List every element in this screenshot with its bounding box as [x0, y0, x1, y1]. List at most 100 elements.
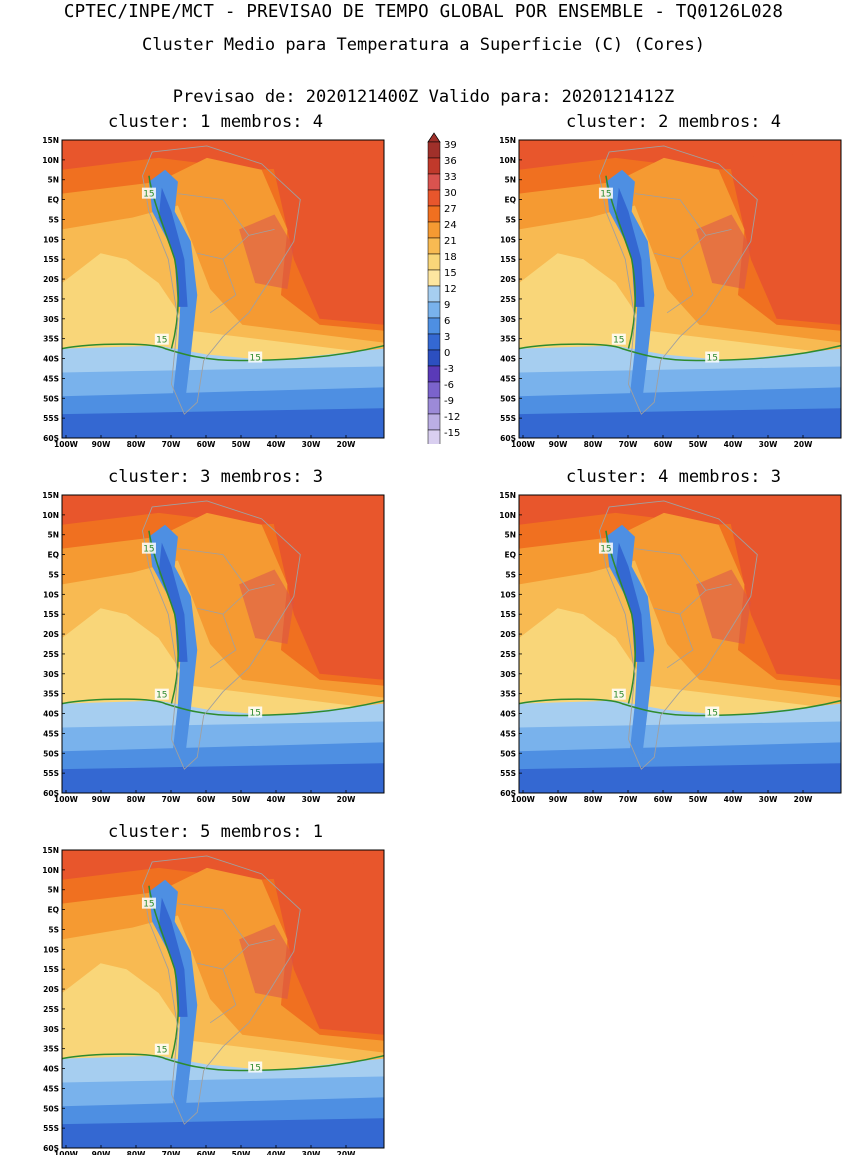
lat-tick-label: 5N — [505, 176, 517, 185]
contour-15-south — [61, 343, 385, 362]
lon-tick-label: 40W — [724, 795, 743, 804]
contour-label-15: 15 — [706, 354, 717, 364]
lat-tick-label: 10N — [42, 156, 59, 165]
lat-tick-label: EQ — [48, 551, 60, 560]
contour-label-15: 15 — [249, 709, 260, 719]
colorbar-swatch — [427, 301, 441, 319]
map-frame — [61, 494, 385, 794]
colorbar-swatch — [427, 173, 441, 191]
lat-tick-label: 40S — [500, 710, 516, 719]
contour-label-15: 15 — [156, 1046, 167, 1056]
lat-tick-label: 25S — [43, 295, 59, 304]
contour-label-15: 15 — [143, 900, 154, 910]
lon-tick-label: 60W — [197, 795, 216, 804]
lat-tick-label: 55S — [43, 769, 59, 778]
contour-label-15: 15 — [156, 336, 167, 346]
lat-tick-label: 15S — [500, 255, 516, 264]
lat-tick-label: 5N — [505, 531, 517, 540]
colorbar-label: 6 — [444, 316, 450, 327]
temperature-field — [62, 495, 384, 793]
lon-tick-label: 100W — [54, 795, 79, 804]
lat-tick-label: 15S — [500, 610, 516, 619]
lon-tick-label: 80W — [127, 795, 146, 804]
country-borders — [177, 548, 275, 669]
colorbar-label: 12 — [444, 284, 457, 295]
lat-tick-label: 25S — [500, 295, 516, 304]
country-borders — [634, 193, 732, 314]
lon-tick-label: 30W — [759, 795, 778, 804]
lon-tick-label: 40W — [267, 440, 286, 449]
lon-tick-label: 70W — [162, 440, 181, 449]
map-panel-cluster-4: 15N 10N 5N EQ 5S 10S 15S 20S 25S 30S 35S 40S 45S 50S 5… — [499, 491, 842, 804]
lat-tick-label: 55S — [500, 414, 516, 423]
colorbar-label: 18 — [444, 252, 457, 263]
colorbar-swatch — [427, 349, 441, 367]
colorbar-label: 0 — [444, 348, 450, 359]
country-borders — [634, 548, 732, 669]
lon-tick-label: 20W — [794, 795, 813, 804]
colorbar-swatch — [427, 141, 441, 159]
colorbar-label: 15 — [444, 268, 457, 279]
colorbar-label: 24 — [444, 220, 457, 231]
lon-tick-label: 50W — [232, 795, 251, 804]
lat-tick-label: 35S — [500, 335, 516, 344]
colorbar-label: -6 — [444, 380, 454, 391]
colorbar-label: 21 — [444, 236, 457, 247]
lat-tick-label: 15N — [42, 491, 59, 500]
contour-15-south — [518, 698, 842, 717]
lat-tick-label: EQ — [48, 906, 60, 915]
colorbar-swatch — [427, 205, 441, 223]
lat-tick-label: 30S — [43, 315, 59, 324]
lat-tick-label: 60S — [43, 434, 59, 443]
colorbar-swatch — [427, 333, 441, 351]
lat-tick-label: 20S — [500, 275, 516, 284]
colorbar-swatch — [427, 317, 441, 335]
lat-tick-label: 5S — [48, 925, 59, 934]
contour-label-15: 15 — [156, 691, 167, 701]
lon-tick-label: 20W — [794, 440, 813, 449]
lat-tick-label: 20S — [43, 275, 59, 284]
lat-tick-label: 25S — [43, 650, 59, 659]
colorbar-label: 9 — [444, 300, 450, 311]
map-panel-cluster-1: 15N 10N 5N EQ 5S 10S 15S 20S 25S 30S 35S 40S 45S 50S 5… — [42, 136, 385, 449]
lat-tick-label: 10N — [42, 511, 59, 520]
lat-tick-label: 35S — [43, 690, 59, 699]
contour-label-15: 15 — [249, 1064, 260, 1074]
lon-tick-label: 50W — [689, 795, 708, 804]
lon-tick-label: 80W — [127, 1150, 146, 1155]
lon-tick-label: 30W — [302, 795, 321, 804]
lat-tick-label: 25S — [500, 650, 516, 659]
lat-tick-label: 10S — [500, 590, 516, 599]
lon-tick-label: 90W — [549, 795, 568, 804]
contour-15-south — [518, 343, 842, 362]
contour-label-15: 15 — [600, 545, 611, 555]
lat-tick-label: EQ — [505, 551, 517, 560]
lat-tick-label: 5N — [48, 531, 60, 540]
lon-tick-label: 50W — [232, 1150, 251, 1155]
colorbar-swatch — [427, 413, 441, 431]
lon-tick-label: 80W — [584, 795, 603, 804]
lat-tick-label: 10S — [43, 235, 59, 244]
temperature-field — [519, 495, 841, 793]
colorbar-label: -12 — [444, 412, 460, 423]
panel-title-cluster-3: cluster: 3 membros: 3 — [108, 467, 323, 487]
lat-tick-label: 50S — [500, 394, 516, 403]
map-frame — [61, 139, 385, 439]
lat-tick-label: 40S — [43, 355, 59, 364]
contour-label-15: 15 — [706, 709, 717, 719]
header-title: CPTEC/INPE/MCT - PREVISAO DE TEMPO GLOBA… — [63, 2, 784, 22]
lat-tick-label: 10S — [43, 590, 59, 599]
lon-tick-label: 20W — [337, 440, 356, 449]
contour-15-south — [61, 698, 385, 717]
lon-tick-label: 40W — [267, 795, 286, 804]
lon-tick-label: 80W — [584, 440, 603, 449]
lat-tick-label: 60S — [500, 789, 516, 798]
lat-tick-label: 50S — [43, 749, 59, 758]
map-frame — [61, 849, 385, 1149]
map-frame — [518, 139, 842, 439]
lon-tick-label: 100W — [54, 1150, 79, 1155]
lat-tick-label: 40S — [43, 1065, 59, 1074]
lat-tick-label: 60S — [500, 434, 516, 443]
lat-tick-label: 55S — [43, 1124, 59, 1133]
